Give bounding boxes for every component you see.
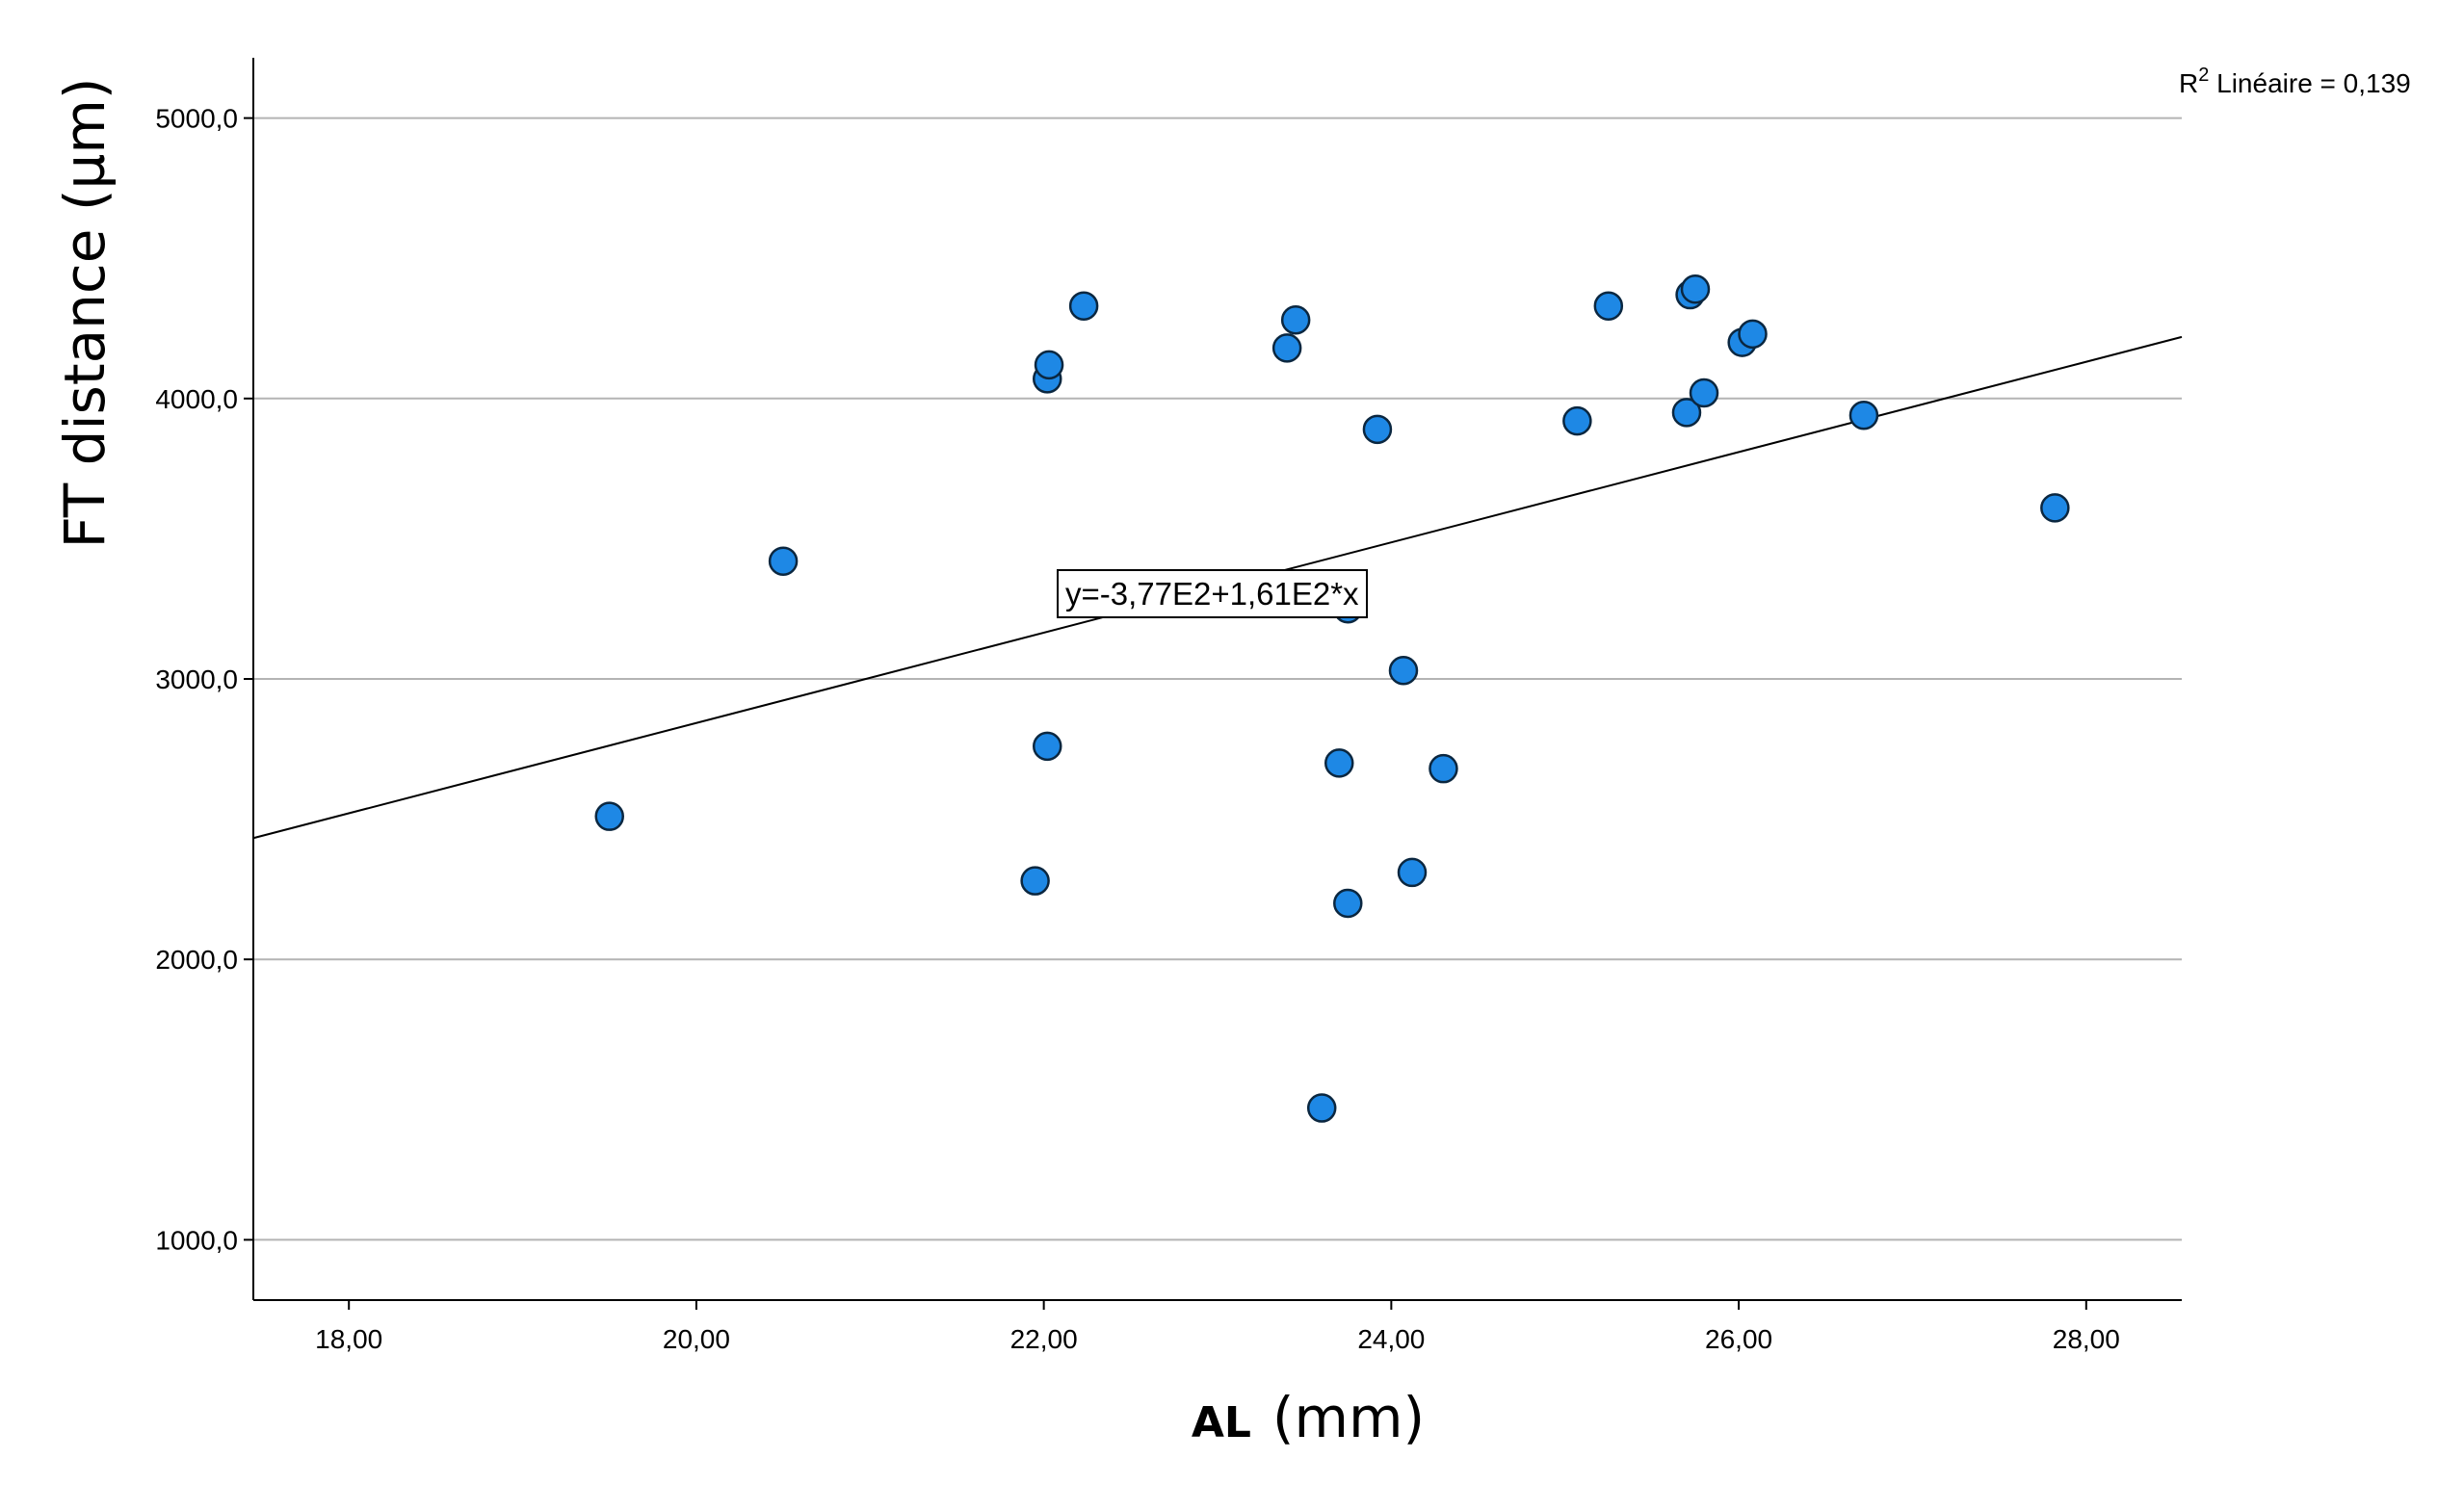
grid-lines [253, 117, 2182, 1241]
equation-label-box: y=-3,77E2+1,61E2*x [1057, 569, 1369, 618]
data-point [2040, 493, 2070, 523]
r-squared-r: R [2179, 68, 2198, 98]
data-point [1562, 405, 1592, 436]
y-tick-label: 1000,0 [155, 1225, 238, 1255]
x-tick-label: 28,00 [2053, 1324, 2120, 1354]
data-point [1388, 656, 1419, 686]
x-axis-title-unit: (mm) [1272, 1385, 1425, 1450]
data-point [594, 801, 624, 831]
r-squared-label: R2 Linéaire = 0,139 [2179, 65, 2411, 98]
data-point [1034, 350, 1064, 380]
data-point [1848, 401, 1879, 430]
data-point [1671, 398, 1702, 428]
x-axis-title-name: AL [1192, 1398, 1251, 1447]
r-squared-value: Linéaire = 0,139 [2209, 68, 2410, 98]
data-point [1306, 1093, 1337, 1123]
data-point [1271, 333, 1302, 363]
r-squared-superscript: 2 [2198, 65, 2209, 86]
data-point [768, 546, 799, 576]
y-tick-label: 4000,0 [155, 384, 238, 414]
data-point [1324, 748, 1354, 778]
x-tick-label: 24,00 [1357, 1324, 1425, 1354]
data-point [1680, 274, 1711, 304]
x-axis-title: AL (mm) [1192, 1385, 1425, 1450]
data-point [1032, 731, 1062, 762]
data-point [1280, 305, 1311, 335]
data-point [1068, 291, 1099, 321]
data-point [1738, 319, 1768, 350]
data-point [1397, 857, 1428, 888]
x-tick-label: 20,00 [663, 1324, 730, 1354]
y-axis-title: FT distance (µm) [52, 77, 118, 548]
data-point [1593, 291, 1624, 321]
data-point [1689, 378, 1719, 408]
data-point [1362, 414, 1393, 445]
x-tick-label: 18,00 [315, 1324, 382, 1354]
equation-label: y=-3,77E2+1,61E2*x [1065, 576, 1359, 612]
x-tick-label: 26,00 [1705, 1324, 1772, 1354]
data-point [1429, 753, 1458, 784]
y-tick-label: 2000,0 [155, 945, 238, 975]
y-axis-ticks: 1000,0 2000,0 3000,0 4000,0 5000,0 [155, 104, 253, 1255]
y-tick-label: 3000,0 [155, 664, 238, 694]
x-axis-ticks: 18,00 20,00 22,00 24,00 26,00 28,00 [315, 1300, 2120, 1354]
y-tick-label: 5000,0 [155, 104, 238, 134]
data-point [1020, 866, 1050, 896]
x-tick-label: 22,00 [1010, 1324, 1078, 1354]
data-point [1333, 888, 1363, 919]
data-points [594, 274, 2070, 1123]
